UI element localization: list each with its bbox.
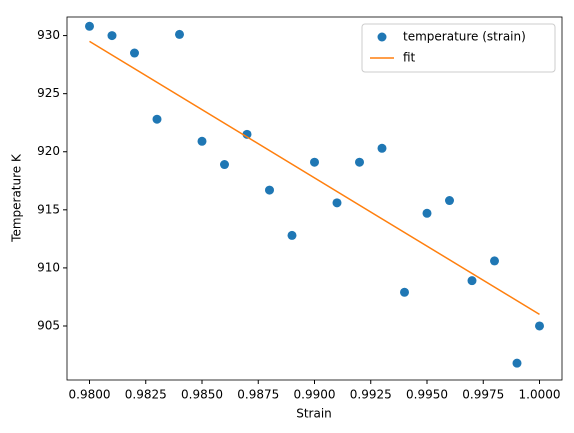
scatter-point	[265, 185, 274, 195]
x-tick-label: 0.9975	[462, 388, 504, 402]
legend-label: fit	[403, 51, 416, 65]
scatter-point	[287, 230, 297, 240]
plot-frame	[66, 16, 563, 381]
x-tick-label: 1.0000	[519, 388, 561, 402]
scatter-point	[445, 196, 454, 206]
scatter-point	[422, 208, 432, 218]
x-tick-label: 0.9925	[350, 388, 392, 402]
scatter-point	[490, 256, 499, 266]
scatter-point	[130, 48, 139, 58]
legend-box	[361, 23, 556, 73]
y-tick-label: 930	[37, 28, 60, 42]
scatter-point	[535, 321, 544, 331]
y-tick-label: 920	[37, 144, 60, 158]
scatter-point	[85, 21, 94, 31]
fit-line	[89, 40, 540, 316]
scatter-point	[355, 157, 364, 167]
scatter-point	[512, 358, 522, 368]
y-tick-label: 915	[37, 202, 60, 216]
x-tick-label: 0.9850	[181, 388, 223, 402]
scatter-point	[377, 143, 387, 153]
x-tick-label: 0.9900	[294, 388, 336, 402]
y-axis-label: Temperature K	[10, 153, 24, 243]
scatter-point	[242, 129, 252, 139]
scatter-point	[220, 160, 229, 170]
x-tick-label: 0.9950	[406, 388, 448, 402]
scatter-point	[152, 114, 162, 124]
scatter-point	[332, 198, 342, 208]
y-tick-label: 925	[37, 86, 60, 100]
y-tick-label: 905	[37, 318, 60, 332]
x-tick-label: 0.9800	[69, 388, 111, 402]
scatter-point	[107, 31, 117, 41]
legend-marker	[377, 32, 387, 42]
scatter-point	[175, 29, 184, 39]
legend-label: temperature (strain)	[403, 30, 526, 44]
x-axis-label: Strain	[296, 407, 332, 421]
scatter-point	[197, 136, 207, 146]
scatter-point	[467, 276, 477, 286]
scatter-point	[400, 287, 409, 297]
x-tick-label: 0.9825	[125, 388, 167, 402]
scatter-point	[310, 157, 319, 167]
y-tick-label: 910	[37, 260, 60, 274]
x-tick-label: 0.9875	[237, 388, 279, 402]
